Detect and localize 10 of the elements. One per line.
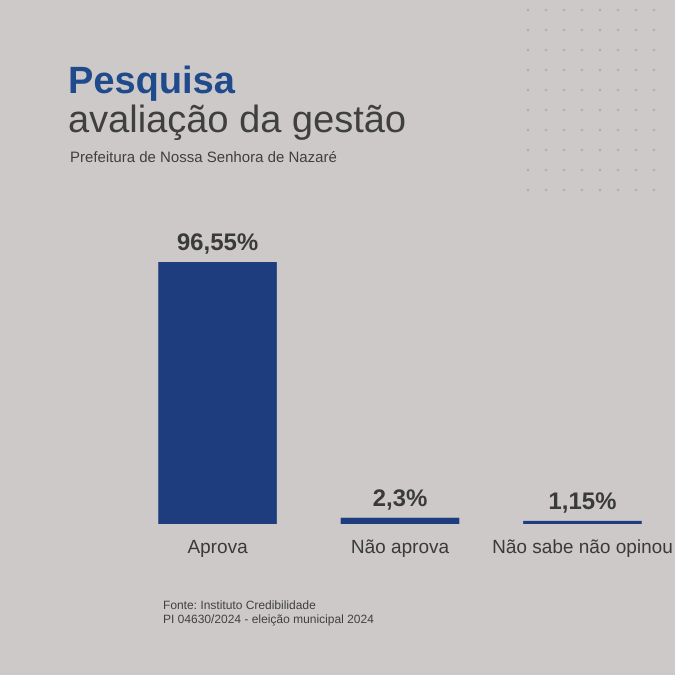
x-tick-label: Aprova — [187, 537, 248, 558]
data-label: 2,3% — [372, 484, 428, 512]
chart-title: Pesquisa — [68, 60, 236, 102]
x-tick-label: Não sabe não opinou — [492, 537, 673, 558]
data-label: 96,55% — [176, 229, 258, 256]
text: PI 04630/2024 - eleição municipal 2024 — [163, 612, 374, 626]
x-tick-label: Não aprova — [350, 537, 450, 558]
data-label: 1,15% — [548, 488, 616, 515]
text: Prefeitura de Nossa Senhora de Nazaré — [70, 149, 337, 166]
source-note: Fonte: Instituto Credibilidade — [163, 598, 316, 612]
